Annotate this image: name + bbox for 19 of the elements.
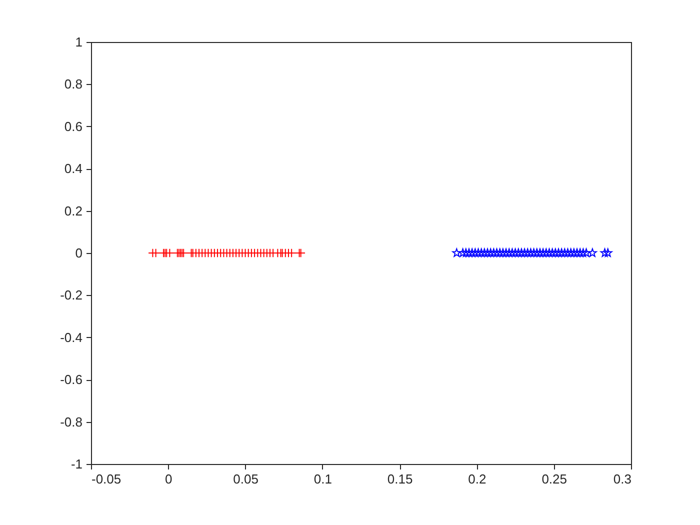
x-tick-label: 0.3 <box>613 472 632 486</box>
x-tick-label: 0.25 <box>542 472 568 486</box>
y-tick-label: -1 <box>70 456 82 472</box>
y-tick-label: -0.6 <box>60 372 82 388</box>
x-tick-label: 0.2 <box>468 472 486 486</box>
x-tick-label: 0.15 <box>387 472 413 486</box>
y-tick-label: 0.4 <box>64 161 82 176</box>
y-tick-label: 1 <box>75 34 82 50</box>
y-tick-label: -0.4 <box>60 330 82 345</box>
y-tick-label: -0.8 <box>60 414 82 430</box>
x-tick-label: 0.05 <box>233 472 258 486</box>
x-tick-label: -0.05 <box>92 472 122 486</box>
y-tick-label: 0.8 <box>64 76 82 92</box>
x-tick-label: 0.1 <box>314 472 332 486</box>
y-tick-label: 0.2 <box>64 203 82 218</box>
x-tick-label: 0 <box>165 472 172 486</box>
y-tick-label: -0.2 <box>60 288 82 303</box>
y-tick-label: 0 <box>75 246 82 260</box>
y-tick-label: 0.6 <box>64 118 82 134</box>
